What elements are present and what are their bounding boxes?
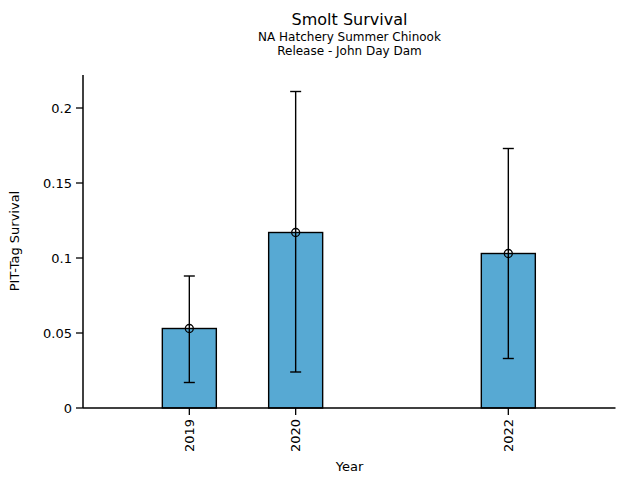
y-tick-label-0.05: 0.05 xyxy=(43,326,72,341)
chart-figure: Smolt Survival NA Hatchery Summer Chinoo… xyxy=(0,0,640,480)
x-tick-label-2020: 2020 xyxy=(288,419,303,452)
y-tick-label-0.15: 0.15 xyxy=(43,176,72,191)
y-tick-label-0.1: 0.1 xyxy=(51,251,72,266)
x-tick-label-2022: 2022 xyxy=(501,419,516,452)
x-tick-label-2019: 2019 xyxy=(182,419,197,452)
y-tick-label-0.2: 0.2 xyxy=(51,101,72,116)
y-tick-label-0: 0 xyxy=(64,401,72,416)
plot-area: 0 0.05 0.1 0.15 0.2 2019 2020 2022 xyxy=(0,0,640,480)
